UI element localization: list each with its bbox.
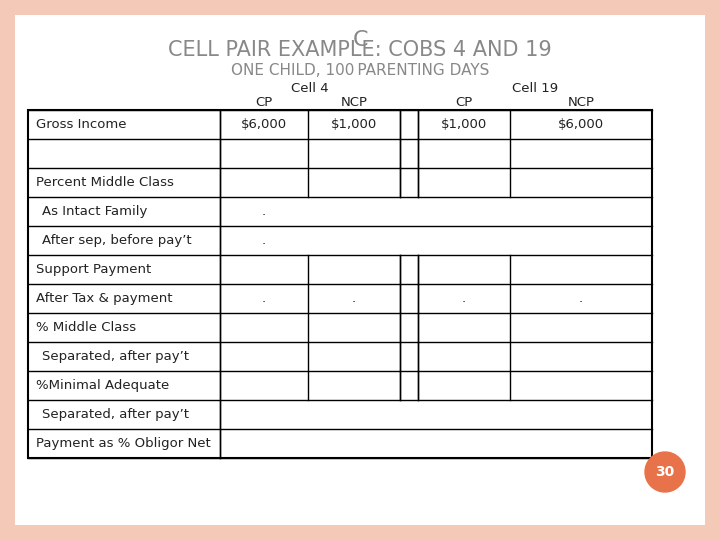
Text: % Middle Class: % Middle Class [36,321,136,334]
Text: Cell 4: Cell 4 [291,82,329,95]
Text: Gross Income: Gross Income [36,118,127,131]
Text: $1,000: $1,000 [441,118,487,131]
Text: 30: 30 [655,465,675,479]
Text: $1,000: $1,000 [331,118,377,131]
Text: .: . [579,292,583,305]
Text: .: . [262,234,266,247]
Text: NCP: NCP [341,96,367,109]
Text: CP: CP [256,96,273,109]
Text: ONE CHILD, 100 PARENTING DAYS: ONE CHILD, 100 PARENTING DAYS [231,63,489,78]
Text: .: . [262,205,266,218]
Bar [28,110,652,458]
Text: C: C [352,30,368,50]
Text: .: . [462,292,466,305]
Text: Separated, after pay’t: Separated, after pay’t [42,408,189,421]
Text: Percent Middle Class: Percent Middle Class [36,176,174,189]
Text: $6,000: $6,000 [241,118,287,131]
Text: After sep, before pay’t: After sep, before pay’t [42,234,192,247]
Text: Support Payment: Support Payment [36,263,151,276]
Text: As Intact Family: As Intact Family [42,205,148,218]
Text: $6,000: $6,000 [558,118,604,131]
Text: .: . [262,292,266,305]
Text: Separated, after pay’t: Separated, after pay’t [42,350,189,363]
Text: CELL PAIR EXAMPLE: COBS 4 AND 19: CELL PAIR EXAMPLE: COBS 4 AND 19 [168,40,552,60]
Text: After Tax & payment: After Tax & payment [36,292,173,305]
Text: NCP: NCP [567,96,595,109]
Text: .: . [352,292,356,305]
Text: CP: CP [455,96,472,109]
Text: %Minimal Adequate: %Minimal Adequate [36,379,169,392]
Circle shape [645,452,685,492]
Text: Cell 19: Cell 19 [512,82,558,95]
Text: Payment as % Obligor Net: Payment as % Obligor Net [36,437,211,450]
